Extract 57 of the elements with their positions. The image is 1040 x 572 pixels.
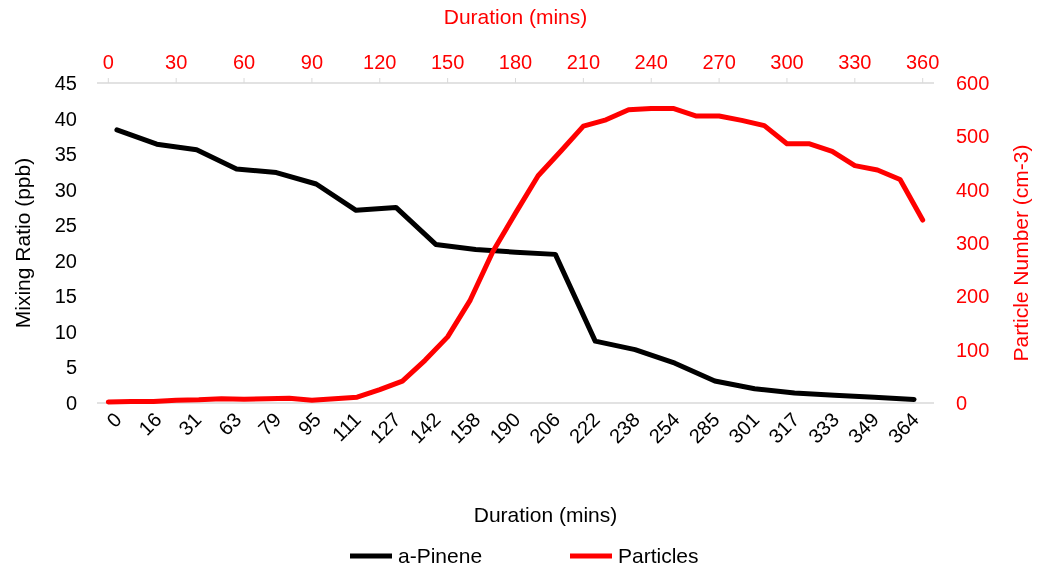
x-tick-label: 210 [566, 51, 601, 73]
x-tick-label: 30 [165, 51, 188, 73]
x-tick-label: 95 [293, 408, 326, 440]
legend-label: Particles [618, 544, 699, 567]
x-tick-label: 190 [485, 408, 525, 448]
x-tick-label: 238 [604, 408, 644, 448]
y-tick-label: 400 [956, 178, 990, 201]
y-tick-label: 15 [54, 285, 77, 308]
legend-label: a-Pinene [398, 544, 483, 567]
y-tick-label: 40 [54, 107, 77, 130]
x-tick-label: 120 [363, 51, 397, 73]
x-tick-label: 0 [102, 408, 126, 432]
y-tick-label: 30 [54, 178, 77, 201]
y-tick-label: 10 [54, 320, 77, 343]
x-tick-label: 349 [843, 408, 884, 448]
x-axis-title: Duration (mins) [443, 5, 588, 28]
x-tick-label: 63 [214, 408, 246, 440]
x-tick-label: 90 [300, 51, 324, 73]
y-tick-label: 0 [956, 392, 968, 414]
y-tick-label: 25 [54, 214, 77, 237]
x-tick-label: 31 [174, 408, 206, 440]
x-tick-label: 300 [770, 51, 804, 73]
y-tick-label: 100 [956, 338, 990, 361]
x-tick-label: 111 [327, 408, 365, 446]
x-tick-label: 79 [253, 408, 286, 440]
x-tick-label: 317 [764, 408, 804, 448]
y-tick-label: 200 [956, 285, 990, 308]
x-tick-label: 301 [724, 408, 764, 448]
y-tick-label: 500 [956, 125, 990, 148]
x-tick-label: 330 [838, 51, 872, 73]
x-axis-title: Duration (mins) [473, 503, 618, 526]
x-tick-label: 158 [445, 408, 485, 448]
x-tick-label: 127 [365, 408, 405, 448]
x-tick-label: 206 [525, 408, 565, 448]
y-tick-label: 35 [54, 143, 77, 166]
x-tick-label: 16 [134, 408, 166, 440]
y-tick-label: 20 [54, 249, 77, 272]
y-tick-label: 45 [54, 72, 77, 94]
x-tick-label: 240 [634, 51, 668, 73]
x-tick-label: 150 [430, 51, 465, 73]
x-tick-label: 333 [804, 408, 844, 448]
y-tick-label: 0 [65, 392, 77, 414]
y-tick-label: 600 [956, 72, 990, 94]
x-tick-label: 254 [644, 408, 684, 448]
x-tick-label: 142 [405, 408, 445, 448]
x-tick-label: 270 [702, 51, 736, 73]
x-tick-label: 222 [564, 408, 605, 448]
x-tick-label: 364 [883, 408, 923, 448]
y-axis-title: Particle Number (cm-3) [1009, 144, 1032, 362]
y-tick-label: 300 [956, 232, 990, 254]
x-tick-label: 360 [906, 51, 940, 73]
x-tick-label: 285 [684, 408, 724, 448]
y-axis-title: Mixing Ratio (ppb) [11, 157, 34, 329]
y-tick-label: 5 [65, 356, 77, 379]
x-tick-label: 60 [232, 51, 256, 73]
x-tick-label: 0 [102, 51, 114, 73]
x-tick-label: 180 [498, 51, 533, 73]
